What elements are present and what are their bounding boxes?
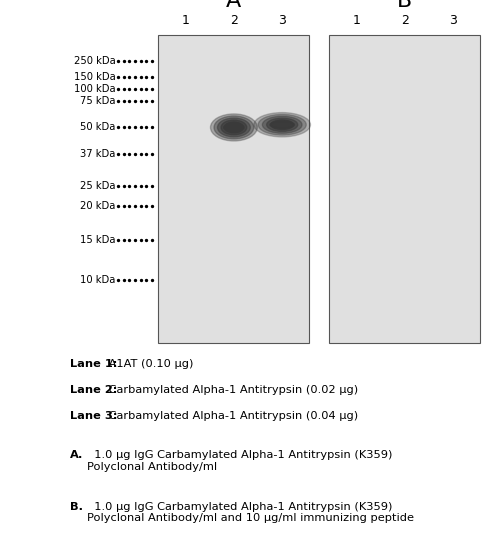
Text: 37 kDa: 37 kDa [80,148,116,159]
Ellipse shape [267,118,298,131]
Ellipse shape [214,116,254,139]
Text: Carbamylated Alpha-1 Antitrypsin (0.02 μg): Carbamylated Alpha-1 Antitrypsin (0.02 μ… [105,385,358,395]
Ellipse shape [217,118,250,137]
Text: 25 kDa: 25 kDa [80,181,116,191]
Ellipse shape [270,122,294,128]
Text: 250 kDa: 250 kDa [74,56,116,66]
Text: Carbamylated Alpha-1 Antitrypsin (0.04 μg): Carbamylated Alpha-1 Antitrypsin (0.04 μ… [105,411,358,421]
Text: 1.0 μg IgG Carbamylated Alpha-1 Antitrypsin (K359)
Polyclonal Antibody/ml and 10: 1.0 μg IgG Carbamylated Alpha-1 Antitryp… [87,502,414,523]
Text: 150 kDa: 150 kDa [74,72,116,82]
Text: A: A [226,0,241,11]
Text: 1.0 μg IgG Carbamylated Alpha-1 Antitrypsin (K359)
Polyclonal Antibody/ml: 1.0 μg IgG Carbamylated Alpha-1 Antitryp… [87,450,392,472]
Text: 50 kDa: 50 kDa [80,123,116,132]
Ellipse shape [271,120,293,130]
Text: 2: 2 [230,14,238,27]
Text: Lane 1:: Lane 1: [70,359,118,369]
Ellipse shape [224,124,244,131]
Text: B.: B. [70,502,83,512]
Ellipse shape [258,114,306,135]
Text: B: B [397,0,412,11]
Text: A.: A. [70,450,84,461]
Text: 1: 1 [353,14,361,27]
Text: 75 kDa: 75 kDa [80,96,116,106]
FancyBboxPatch shape [158,35,309,343]
Text: 10 kDa: 10 kDa [80,275,116,285]
Text: 3: 3 [449,14,457,27]
Ellipse shape [254,113,310,137]
Text: Lane 3:: Lane 3: [70,411,118,421]
Text: A1AT (0.10 μg): A1AT (0.10 μg) [105,359,193,369]
Text: 100 kDa: 100 kDa [74,84,116,94]
FancyBboxPatch shape [329,35,480,343]
Text: 2: 2 [401,14,409,27]
Ellipse shape [221,120,247,135]
Text: 15 kDa: 15 kDa [80,235,116,245]
Text: 20 kDa: 20 kDa [80,201,116,211]
Text: 1: 1 [182,14,190,27]
Text: Lane 2:: Lane 2: [70,385,118,395]
Ellipse shape [224,122,243,133]
Ellipse shape [210,114,257,141]
Text: 3: 3 [278,14,286,27]
Ellipse shape [263,116,302,133]
